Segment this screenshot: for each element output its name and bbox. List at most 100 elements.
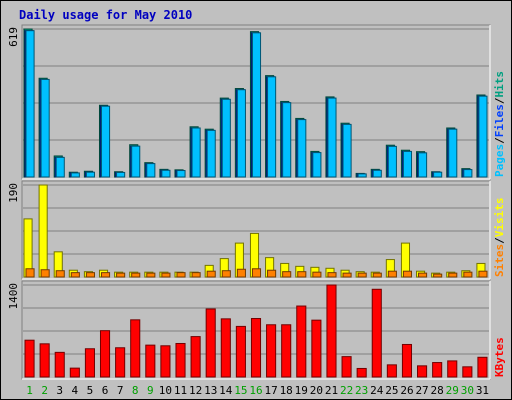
bar-sites-day-10 <box>161 272 171 278</box>
bar-sites-day-16 <box>251 268 262 278</box>
x-tick-label: 28 <box>431 384 444 397</box>
x-tick-label: 15 <box>234 384 247 397</box>
x-tick-label: 16 <box>249 384 262 397</box>
bar-pages-day-18 <box>282 102 292 178</box>
bar-pages-day-16 <box>251 32 262 178</box>
x-tick-label: 5 <box>87 384 94 397</box>
x-tick-label: 17 <box>264 384 277 397</box>
bar-sites-day-23 <box>357 272 367 278</box>
bar-sites-day-6 <box>100 272 111 278</box>
legend-entry: Sites <box>493 244 506 277</box>
bar-kbytes-day-29 <box>447 360 458 378</box>
x-tick-label: 26 <box>400 384 413 397</box>
bar-kbytes-day-9 <box>145 344 156 378</box>
bar-kbytes-day-7 <box>115 347 126 378</box>
legend-entry: / <box>493 137 506 144</box>
bar-pages-day-2 <box>40 78 50 178</box>
bar-kbytes-day-19 <box>296 305 307 378</box>
bar-sites-day-27 <box>418 272 428 278</box>
chart-title: Daily usage for May 2010 <box>19 8 192 22</box>
bar-pages-day-26 <box>402 150 413 178</box>
bar-pages-day-7 <box>116 171 126 178</box>
bar-kbytes-day-16 <box>250 318 262 378</box>
bar-sites-day-19 <box>297 271 307 278</box>
x-tick-label: 25 <box>385 384 398 397</box>
x-tick-label: 31 <box>476 384 489 397</box>
bar-pages-day-1 <box>25 30 35 178</box>
bar-sites-day-30 <box>463 271 473 278</box>
bar-pages-day-15 <box>236 89 246 178</box>
bar-sites-day-15 <box>236 268 246 278</box>
bar-pages-day-22 <box>342 123 352 178</box>
bar-pages-day-5 <box>85 171 95 178</box>
x-tick-label: 7 <box>117 384 124 397</box>
legend-sites-visits: Sites/Visits <box>493 198 506 278</box>
legend-entry: Pages <box>493 144 506 177</box>
x-tick-label: 12 <box>189 384 202 397</box>
bar-sites-day-17 <box>267 269 277 278</box>
bar-pages-day-4 <box>70 172 80 178</box>
bar-visits-day-2 <box>38 184 48 278</box>
bar-kbytes-day-8 <box>130 319 141 378</box>
bar-kbytes-day-1 <box>24 339 35 378</box>
bar-sites-day-12 <box>191 272 201 278</box>
bar-kbytes-day-3 <box>54 351 65 378</box>
bar-pages-day-23 <box>357 173 367 178</box>
legend-entry: Hits <box>493 71 506 98</box>
bar-pages-day-13 <box>206 129 216 178</box>
bar-pages-day-31 <box>478 95 488 178</box>
bar-kbytes-day-14 <box>220 318 231 378</box>
bar-sites-day-24 <box>372 272 382 278</box>
panel-kbytes: 1400 KBytes <box>7 280 506 380</box>
x-tick-label: 18 <box>280 384 293 397</box>
x-tick-label: 3 <box>56 384 63 397</box>
bar-kbytes-day-12 <box>190 336 201 378</box>
bar-kbytes-day-24 <box>371 288 382 378</box>
x-tick-label: 2 <box>41 384 48 397</box>
bar-pages-day-19 <box>297 119 307 178</box>
bar-sites-day-22 <box>342 272 352 278</box>
x-tick-label: 21 <box>325 384 338 397</box>
x-tick-label: 10 <box>159 384 172 397</box>
bar-kbytes-day-28 <box>432 362 443 378</box>
bar-kbytes-day-4 <box>69 367 80 378</box>
bar-kbytes-day-18 <box>281 324 292 378</box>
bar-sites-day-4 <box>70 272 80 278</box>
panel-sites-visits: 190 Sites/Visits <box>7 180 506 280</box>
x-axis-day-labels: 1 2 3 4 5 6 7 8 9 10 11 12 13 14 15 16 17 18 19 20 21 22 23 24 2… <box>26 384 489 397</box>
x-tick-label: 1 <box>26 384 33 397</box>
y-max-label: 1400 <box>7 283 20 310</box>
bar-sites-day-26 <box>402 270 413 278</box>
bar-pages-day-10 <box>161 169 171 178</box>
x-tick-label: 30 <box>461 384 474 397</box>
bar-sites-day-18 <box>282 271 292 278</box>
bar-kbytes-day-11 <box>175 342 186 378</box>
bar-kbytes-day-30 <box>462 366 473 378</box>
bar-sites-day-20 <box>312 271 322 278</box>
bar-sites-day-7 <box>116 272 126 278</box>
bar-kbytes-day-20 <box>311 319 322 378</box>
bar-kbytes-day-27 <box>417 365 428 378</box>
bar-pages-day-27 <box>418 152 428 178</box>
legend-pages-files-hits: Pages/Files/Hits <box>493 71 506 177</box>
bar-kbytes-day-23 <box>356 367 367 378</box>
x-tick-label: 8 <box>132 384 139 397</box>
legend-entry: Files <box>493 104 506 137</box>
bar-pages-day-8 <box>131 145 141 178</box>
y-max-label: 190 <box>7 183 20 203</box>
legend-entry: / <box>493 97 506 104</box>
bar-kbytes-day-26 <box>401 343 413 378</box>
x-tick-label: 24 <box>370 384 384 397</box>
bar-kbytes-day-17 <box>266 324 277 378</box>
x-tick-label: 27 <box>415 384 428 397</box>
bar-kbytes-day-31 <box>477 356 488 378</box>
bar-kbytes-day-2 <box>39 343 50 378</box>
bar-pages-day-21 <box>327 97 337 178</box>
bar-sites-day-9 <box>146 272 156 278</box>
bar-sites-day-31 <box>478 270 488 278</box>
legend-kbytes: KBytes <box>493 337 506 377</box>
